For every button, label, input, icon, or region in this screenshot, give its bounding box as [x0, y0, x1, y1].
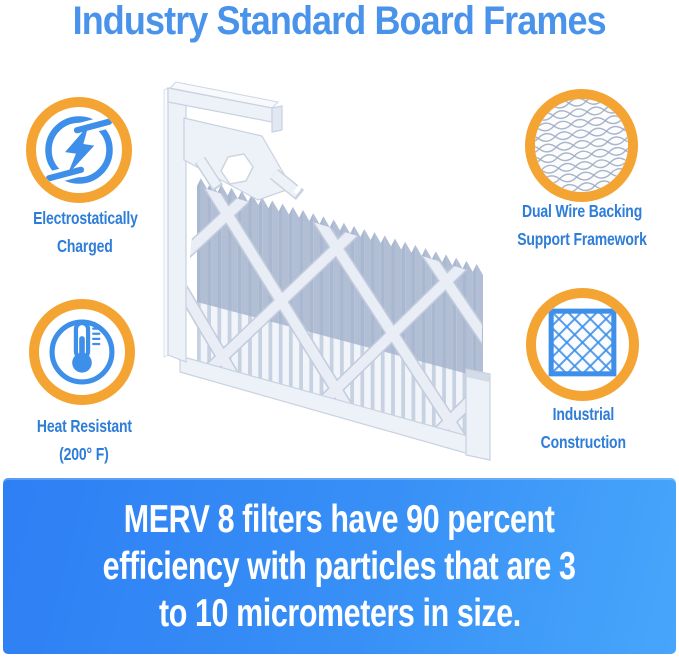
lightning-icon	[42, 114, 116, 186]
wire-mesh-icon	[535, 99, 628, 192]
feature-label-dual-wire: Dual Wire Backing Support Framework	[517, 201, 647, 249]
feature-badge-heat	[29, 299, 135, 405]
air-filter-illustration	[163, 81, 492, 461]
filter-lattice	[180, 186, 483, 442]
banner-line: to 10 micrometers in size.	[158, 591, 521, 635]
feature-label-electrostatic: Electrostatically Charged	[32, 208, 138, 256]
page-title: Industry Standard Board Frames	[0, 0, 679, 45]
merv-info-banner: MERV 8 filters have 90 percent efficienc…	[3, 478, 676, 654]
feature-badge-dual-wire	[525, 89, 638, 202]
banner-line: MERV 8 filters have 90 percent	[124, 497, 555, 541]
banner-line: efficiency with particles that are 3	[103, 544, 576, 588]
diamond-lattice-icon	[548, 308, 617, 377]
feature-label-heat: Heat Resistant (200° F)	[36, 416, 132, 464]
feature-badge-industrial	[526, 288, 639, 401]
feature-label-industrial: Industrial Construction	[540, 404, 626, 452]
thermometer-icon	[49, 319, 115, 385]
page-title-text: Industry Standard Board Frames	[72, 0, 607, 43]
feature-badge-electrostatic	[26, 97, 132, 203]
